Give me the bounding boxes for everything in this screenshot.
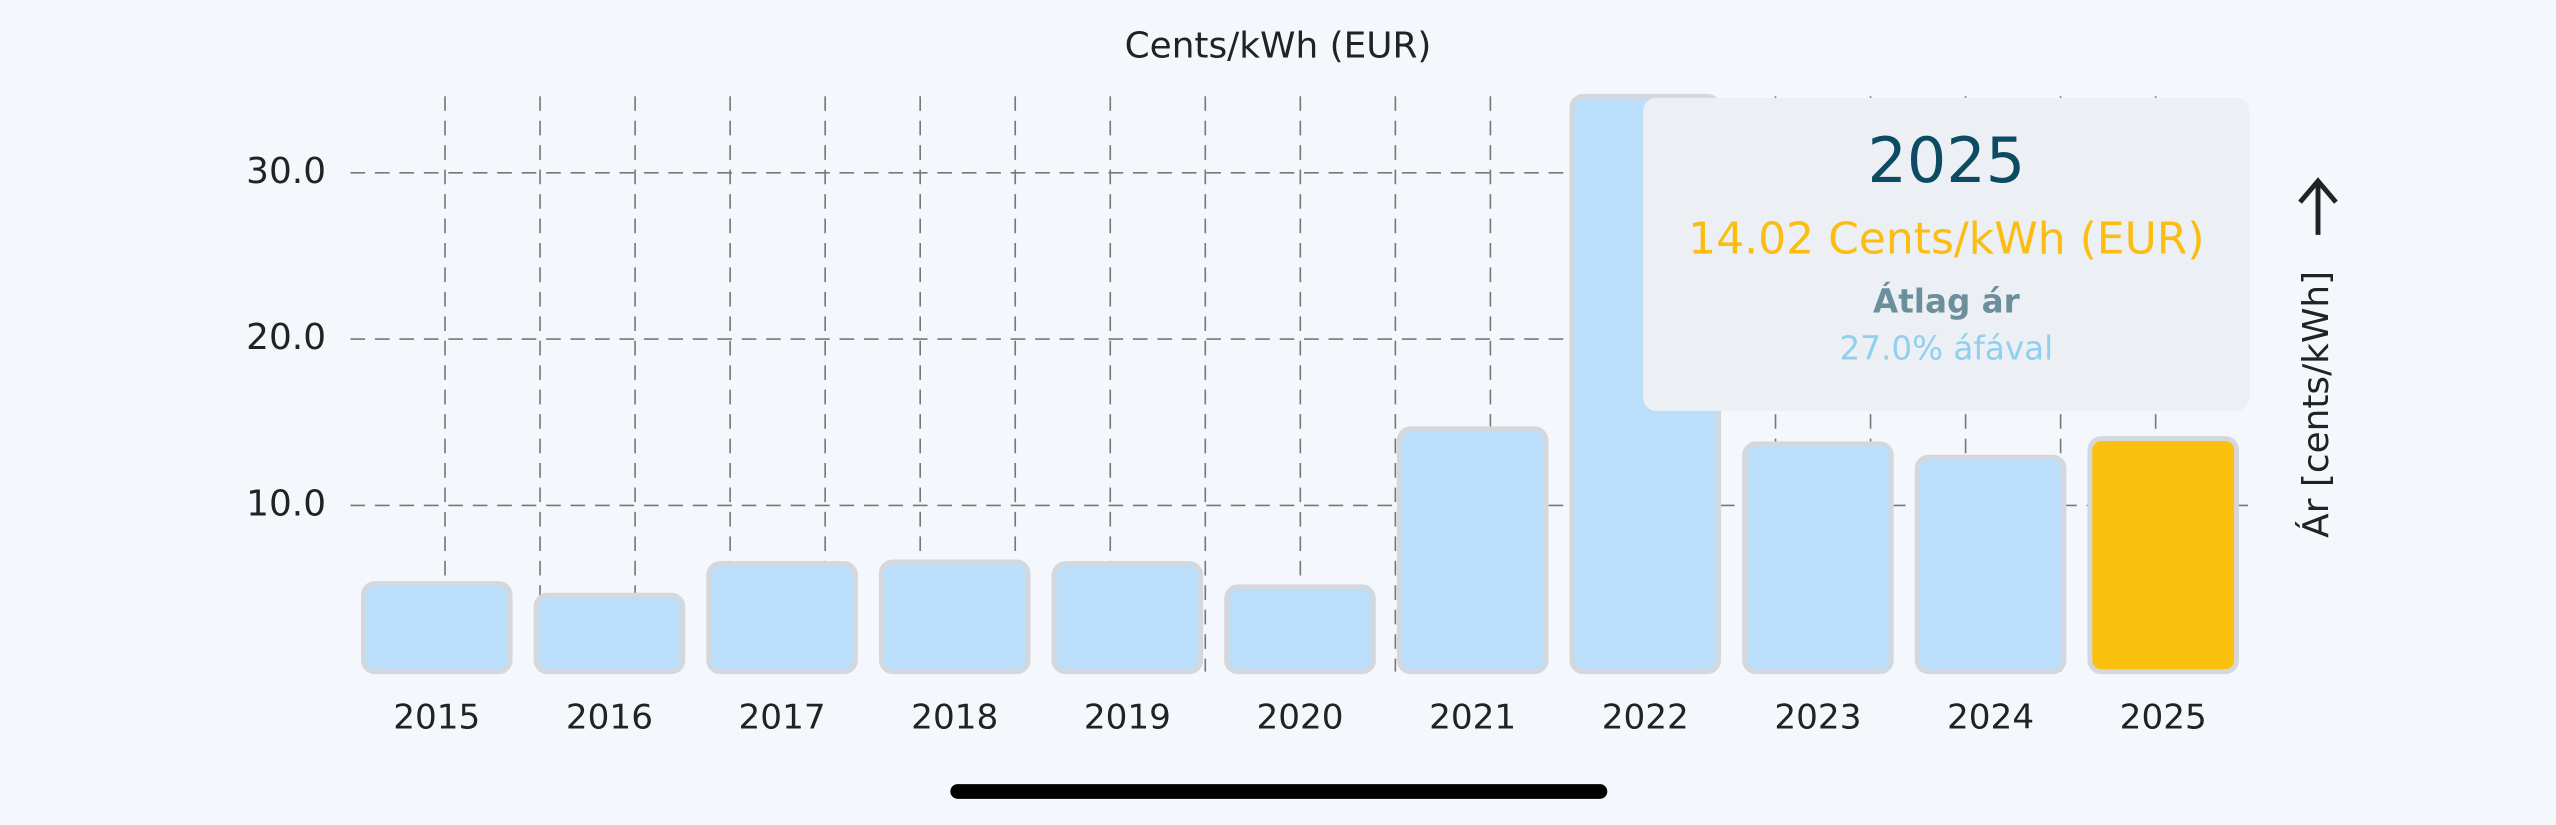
bar — [706, 561, 858, 675]
tooltip-label: Átlag ár — [1873, 282, 2020, 320]
x-tick-label: 2024 — [1947, 697, 2034, 737]
bar — [1051, 561, 1204, 675]
bar — [2087, 436, 2240, 675]
bar — [1914, 454, 2067, 675]
bar — [533, 592, 686, 675]
bar — [360, 581, 513, 675]
bar — [1224, 584, 1376, 675]
y-tick-label: 20.0 — [246, 317, 326, 358]
x-tick-label: 2020 — [1256, 697, 1343, 737]
tooltip-value: 14.02 Cents/kWh (EUR) — [1688, 213, 2204, 264]
bar — [878, 559, 1031, 675]
y-tick-label: 30.0 — [246, 151, 326, 192]
tooltip-box — [1643, 97, 2250, 411]
axis-arrow — [2298, 177, 2338, 235]
x-tick-label: 2022 — [1602, 697, 1689, 737]
y-tick-label: 10.0 — [246, 483, 326, 524]
y-axis-title: Ár [cents/kWh] — [2295, 271, 2337, 538]
x-tick-label: 2021 — [1429, 697, 1516, 737]
x-tick-label: 2023 — [1774, 697, 1861, 737]
x-tick-label: 2015 — [393, 697, 480, 737]
tooltip-title: 2025 — [1868, 125, 2026, 197]
y-axis-title-group: Ár [cents/kWh] — [2295, 177, 2338, 538]
x-tick-label: 2018 — [911, 697, 998, 737]
bar — [1396, 426, 1549, 675]
x-tick-label: 2019 — [1084, 697, 1171, 737]
x-tick-label: 2016 — [566, 697, 653, 737]
tooltip-note: 27.0% áfával — [1840, 330, 2054, 368]
x-tick-label: 2017 — [739, 697, 826, 737]
bar — [1742, 441, 1894, 675]
chart-title: Cents/kWh (EUR) — [1125, 25, 1432, 66]
x-tick-label: 2025 — [2120, 697, 2207, 737]
home-indicator — [950, 784, 1608, 799]
